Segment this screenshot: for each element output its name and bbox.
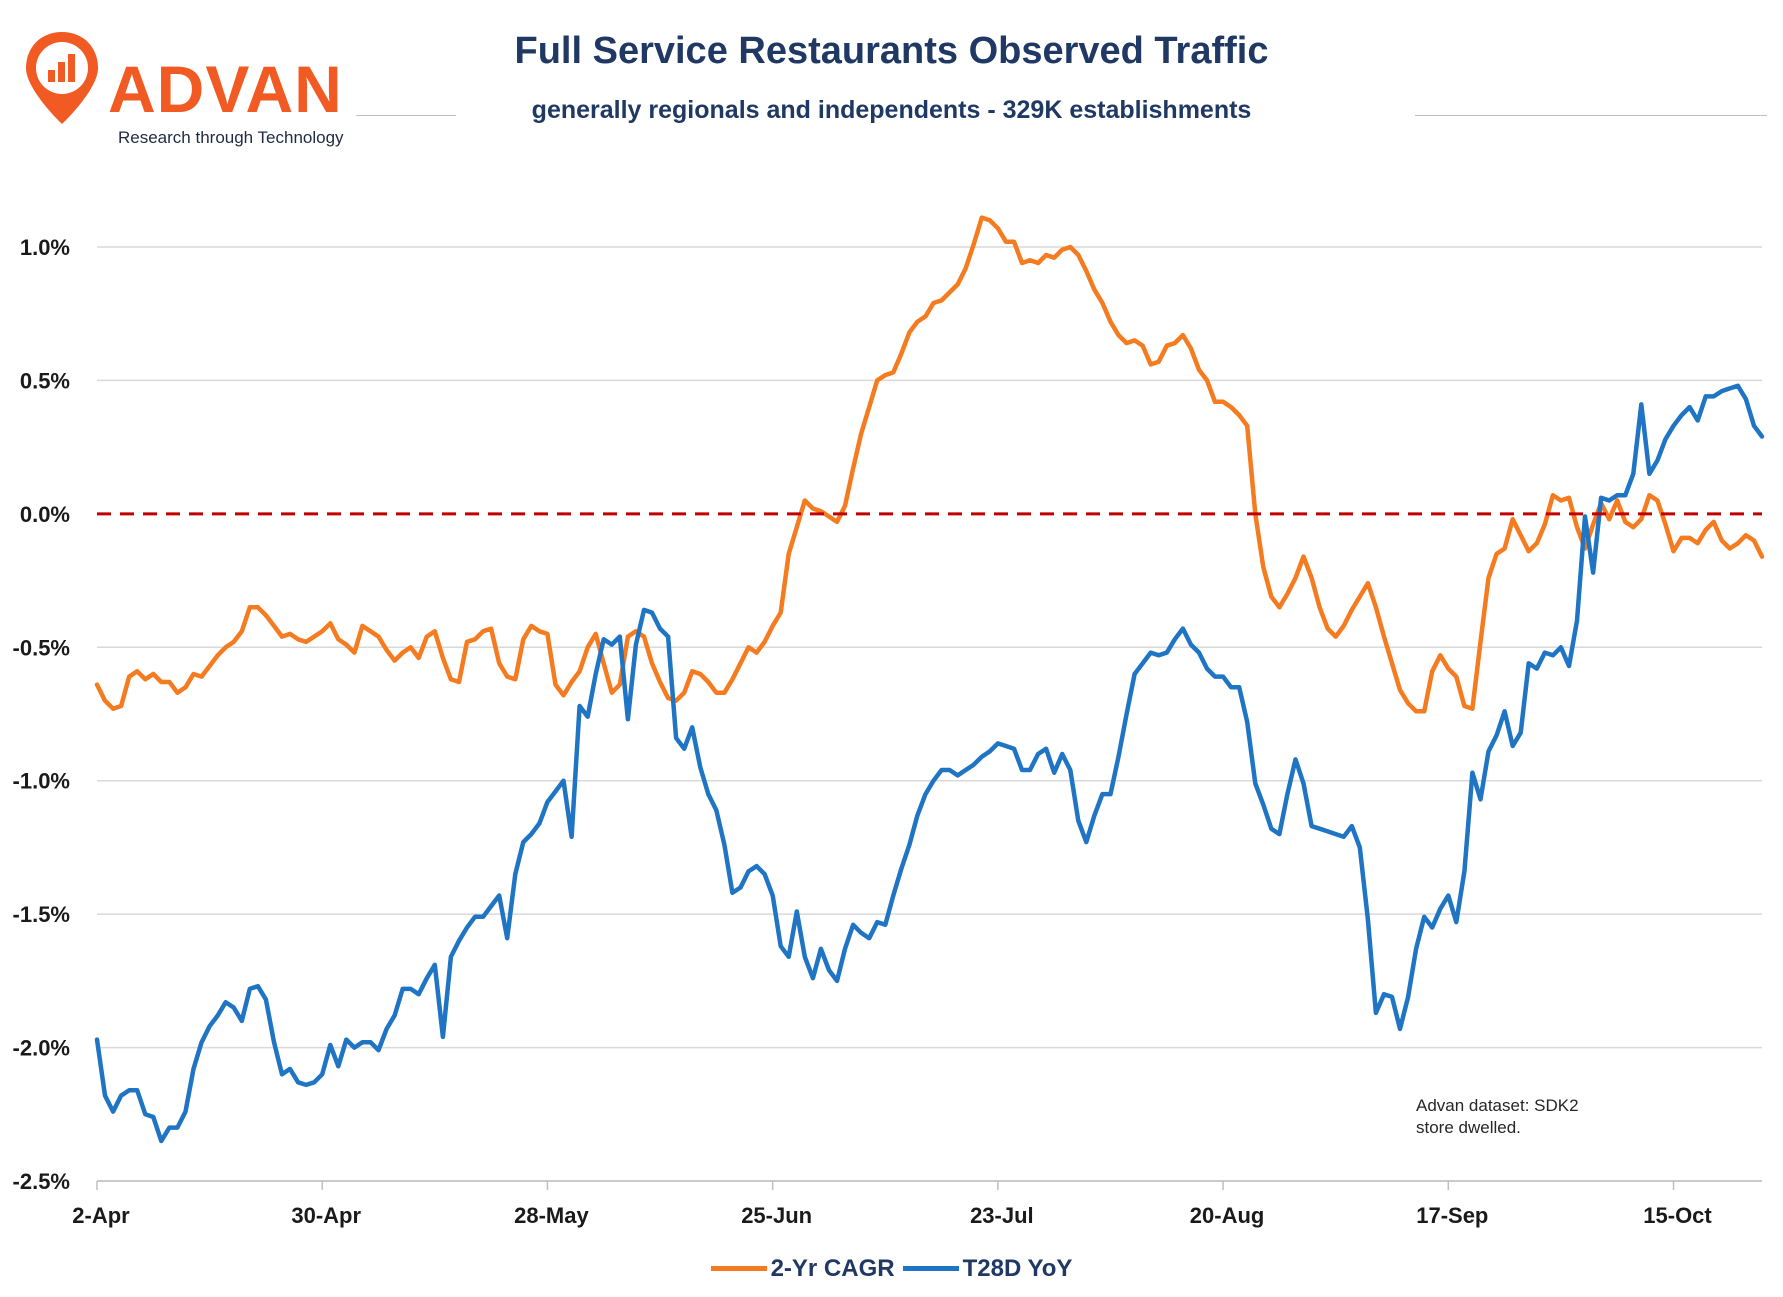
x-tick-label: 28-May <box>514 1203 589 1228</box>
dataset-note-line: store dwelled. <box>1416 1118 1521 1137</box>
legend: 2-Yr CAGR T28D YoY <box>0 1250 1783 1283</box>
x-tick-label: 23-Jul <box>970 1203 1034 1228</box>
dataset-note-line: Advan dataset: SDK2 <box>1416 1096 1579 1115</box>
x-tick-label: 25-Jun <box>741 1203 812 1228</box>
x-tick-label: 17-Sep <box>1416 1203 1488 1228</box>
legend-item-t28d-yoy: T28D YoY <box>902 1254 1073 1283</box>
chart-subtitle: generally regionals and independents - 3… <box>531 96 1252 124</box>
chart-title: Full Service Restaurants Observed Traffi… <box>514 30 1269 72</box>
series-line-t28d-yoy <box>94 383 1765 1144</box>
y-tick-label: 0.5% <box>20 368 70 393</box>
y-tick-label: -0.5% <box>13 635 70 660</box>
x-tick-label: 2-Apr <box>72 1203 130 1228</box>
y-tick-label: 0.0% <box>20 502 70 527</box>
logo-wordmark: ADVAN <box>108 52 343 126</box>
y-tick-label: -2.5% <box>13 1169 70 1194</box>
legend-label: T28D YoY <box>962 1254 1073 1282</box>
series-lines <box>94 215 1765 1144</box>
advan-logo: ADVAN Research through Technology <box>22 28 362 147</box>
x-tick-label: 20-Aug <box>1190 1203 1265 1228</box>
legend-item-2yr-cagr: 2-Yr CAGR <box>710 1254 895 1283</box>
y-tick-label: 1.0% <box>20 235 70 260</box>
header-rule-left <box>356 115 456 116</box>
dataset-note: Advan dataset: SDK2 store dwelled. <box>1416 1096 1579 1137</box>
series-line-2yr-cagr <box>94 215 1765 714</box>
y-tick-label: -2.0% <box>13 1036 70 1061</box>
legend-label: 2-Yr CAGR <box>770 1254 895 1282</box>
y-tick-label: -1.5% <box>13 902 70 927</box>
legend-swatch <box>710 1266 767 1271</box>
map-pin-chart-icon <box>26 32 98 124</box>
logo-tagline: Research through Technology <box>118 128 344 147</box>
axes: 1.0% 0.5% 0.0% -0.5% -1.0% -1.5% -2.0% -2.5%2-A… <box>13 235 1762 1228</box>
x-tick-label: 30-Apr <box>291 1203 361 1228</box>
x-tick-label: 15-Oct <box>1643 1203 1712 1228</box>
header-rule-right <box>1415 115 1767 116</box>
legend-swatch <box>902 1266 959 1271</box>
y-tick-label: -1.0% <box>13 769 70 794</box>
